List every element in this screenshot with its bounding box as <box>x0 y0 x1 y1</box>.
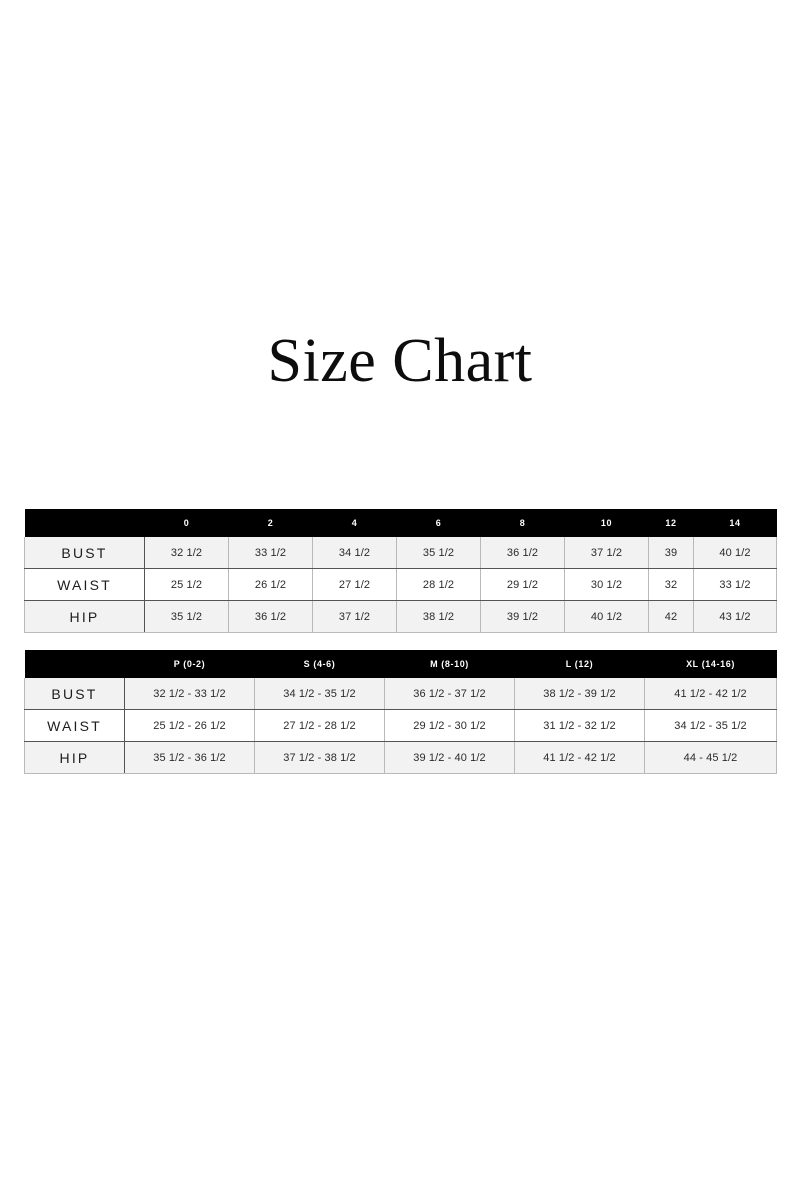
alpha-row-label-hip: HIP <box>24 741 125 774</box>
numeric-table-header: 0 2 4 6 8 10 12 14 <box>24 509 777 537</box>
numeric-header-size-12: 12 <box>648 509 694 537</box>
alpha-waist-p: 25 1/2 - 26 1/2 <box>124 709 255 742</box>
numeric-hip-14: 43 1/2 <box>693 600 777 633</box>
alpha-header-size-l: L (12) <box>514 650 645 678</box>
numeric-bust-10: 37 1/2 <box>564 537 649 569</box>
alpha-waist-s: 27 1/2 - 28 1/2 <box>254 709 385 742</box>
table-row: HIP 35 1/2 - 36 1/2 37 1/2 - 38 1/2 39 1… <box>24 741 777 774</box>
numeric-size-table: 0 2 4 6 8 10 12 14 BUST 32 1/2 33 1/2 34… <box>24 509 777 633</box>
alpha-size-table: P (0-2) S (4-6) M (8-10) L (12) XL (14-1… <box>24 650 777 774</box>
alpha-bust-s: 34 1/2 - 35 1/2 <box>254 678 385 710</box>
numeric-waist-2: 26 1/2 <box>228 568 313 601</box>
table-row: WAIST 25 1/2 26 1/2 27 1/2 28 1/2 29 1/2… <box>24 568 777 601</box>
table-row: BUST 32 1/2 33 1/2 34 1/2 35 1/2 36 1/2 … <box>24 537 777 569</box>
alpha-header-size-s: S (4-6) <box>254 650 385 678</box>
page-title: Size Chart <box>267 327 533 395</box>
alpha-header-size-xl: XL (14-16) <box>644 650 777 678</box>
numeric-header-row: 0 2 4 6 8 10 12 14 <box>24 509 777 537</box>
numeric-waist-8: 29 1/2 <box>480 568 565 601</box>
numeric-bust-2: 33 1/2 <box>228 537 313 569</box>
numeric-header-size-10: 10 <box>564 509 649 537</box>
numeric-hip-8: 39 1/2 <box>480 600 565 633</box>
numeric-header-size-8: 8 <box>480 509 565 537</box>
alpha-header-size-m: M (8-10) <box>384 650 515 678</box>
alpha-header-row: P (0-2) S (4-6) M (8-10) L (12) XL (14-1… <box>24 650 777 678</box>
numeric-hip-10: 40 1/2 <box>564 600 649 633</box>
alpha-table-body: BUST 32 1/2 - 33 1/2 34 1/2 - 35 1/2 36 … <box>24 678 777 774</box>
numeric-waist-12: 32 <box>648 568 694 601</box>
numeric-waist-10: 30 1/2 <box>564 568 649 601</box>
alpha-bust-p: 32 1/2 - 33 1/2 <box>124 678 255 710</box>
numeric-hip-2: 36 1/2 <box>228 600 313 633</box>
alpha-hip-m: 39 1/2 - 40 1/2 <box>384 741 515 774</box>
numeric-bust-14: 40 1/2 <box>693 537 777 569</box>
alpha-bust-l: 38 1/2 - 39 1/2 <box>514 678 645 710</box>
table-row: BUST 32 1/2 - 33 1/2 34 1/2 - 35 1/2 36 … <box>24 678 777 710</box>
numeric-row-label-bust: BUST <box>24 537 145 569</box>
numeric-header-size-2: 2 <box>228 509 313 537</box>
alpha-row-label-waist: WAIST <box>24 709 125 742</box>
numeric-table-body: BUST 32 1/2 33 1/2 34 1/2 35 1/2 36 1/2 … <box>24 537 777 633</box>
page-title-container: Size Chart <box>0 326 800 396</box>
numeric-bust-0: 32 1/2 <box>144 537 229 569</box>
alpha-waist-l: 31 1/2 - 32 1/2 <box>514 709 645 742</box>
alpha-hip-l: 41 1/2 - 42 1/2 <box>514 741 645 774</box>
numeric-waist-14: 33 1/2 <box>693 568 777 601</box>
alpha-header-corner <box>24 650 125 678</box>
numeric-hip-0: 35 1/2 <box>144 600 229 633</box>
numeric-header-size-4: 4 <box>312 509 397 537</box>
numeric-waist-6: 28 1/2 <box>396 568 481 601</box>
numeric-header-size-0: 0 <box>144 509 229 537</box>
alpha-header-size-p: P (0-2) <box>124 650 255 678</box>
alpha-hip-p: 35 1/2 - 36 1/2 <box>124 741 255 774</box>
numeric-bust-12: 39 <box>648 537 694 569</box>
numeric-waist-0: 25 1/2 <box>144 568 229 601</box>
alpha-bust-m: 36 1/2 - 37 1/2 <box>384 678 515 710</box>
alpha-waist-m: 29 1/2 - 30 1/2 <box>384 709 515 742</box>
numeric-waist-4: 27 1/2 <box>312 568 397 601</box>
alpha-hip-xl: 44 - 45 1/2 <box>644 741 777 774</box>
alpha-hip-s: 37 1/2 - 38 1/2 <box>254 741 385 774</box>
numeric-row-label-hip: HIP <box>24 600 145 633</box>
numeric-bust-6: 35 1/2 <box>396 537 481 569</box>
numeric-bust-8: 36 1/2 <box>480 537 565 569</box>
numeric-header-size-14: 14 <box>693 509 777 537</box>
alpha-bust-xl: 41 1/2 - 42 1/2 <box>644 678 777 710</box>
numeric-hip-4: 37 1/2 <box>312 600 397 633</box>
numeric-bust-4: 34 1/2 <box>312 537 397 569</box>
alpha-table-header: P (0-2) S (4-6) M (8-10) L (12) XL (14-1… <box>24 650 777 678</box>
alpha-row-label-bust: BUST <box>24 678 125 710</box>
numeric-header-corner <box>24 509 145 537</box>
numeric-header-size-6: 6 <box>396 509 481 537</box>
numeric-row-label-waist: WAIST <box>24 568 145 601</box>
numeric-hip-12: 42 <box>648 600 694 633</box>
table-row: WAIST 25 1/2 - 26 1/2 27 1/2 - 28 1/2 29… <box>24 709 777 742</box>
table-row: HIP 35 1/2 36 1/2 37 1/2 38 1/2 39 1/2 4… <box>24 600 777 633</box>
alpha-waist-xl: 34 1/2 - 35 1/2 <box>644 709 777 742</box>
numeric-hip-6: 38 1/2 <box>396 600 481 633</box>
